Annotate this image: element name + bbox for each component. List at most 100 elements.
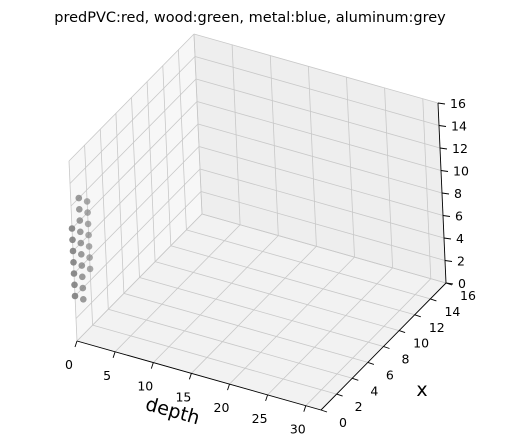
grid-line-z-back — [193, 33, 439, 104]
scatter-point-aluminum — [76, 206, 83, 213]
scatter-point-aluminum — [79, 273, 86, 281]
grid-line-z-left — [76, 213, 203, 342]
grid-line-z-back — [195, 78, 441, 149]
depth-tick-label: 5 — [103, 368, 111, 383]
scatter-point-aluminum — [75, 194, 83, 202]
scatter-point-aluminum — [69, 236, 76, 244]
z-tick — [437, 102, 446, 105]
scatter-point-aluminum — [80, 296, 87, 303]
x-tick — [352, 377, 359, 381]
x-tick-label: 8 — [402, 352, 410, 367]
x-tick-label: 4 — [370, 383, 378, 398]
scatter-point-aluminum — [76, 217, 84, 224]
x-tick-label: 14 — [444, 304, 460, 319]
scatter-point-aluminum — [85, 243, 93, 250]
grid-line-z-left — [68, 33, 195, 162]
depth-tick-label: 15 — [175, 389, 191, 404]
gridlines — [68, 33, 447, 411]
scatter-point-aluminum — [84, 209, 91, 216]
axis-panes — [69, 34, 446, 410]
z-tick — [438, 125, 447, 127]
depth-tick-label: 20 — [214, 400, 230, 415]
z-tick — [442, 215, 451, 217]
depth-tick-label: 10 — [137, 379, 153, 394]
grid-line-x-floor — [139, 277, 384, 347]
depth-tick — [303, 405, 307, 412]
scatter-point-aluminum — [70, 270, 78, 277]
grid-line-z-left — [71, 101, 198, 229]
grid-line-z-left — [69, 56, 196, 184]
z-tick-label: 2 — [457, 254, 465, 269]
scatter-point-aluminum — [86, 254, 93, 261]
x-tick-label: 12 — [429, 320, 445, 335]
x-tick — [320, 409, 328, 413]
x-tick-label: 10 — [413, 336, 429, 351]
x-tick-label: 16 — [460, 288, 476, 303]
grid-line-z-back — [201, 213, 447, 284]
x-tick-label: 0 — [339, 415, 347, 430]
x-axis-label: depth — [143, 393, 202, 429]
scatter-point-aluminum — [85, 231, 92, 239]
depth-tick — [112, 351, 116, 358]
grid-line-x-floor — [92, 324, 337, 395]
grid-line-z-left — [75, 191, 202, 319]
chart-title: predPVC:red, wood:green, metal:blue, alu… — [54, 10, 446, 26]
depth-axis-line — [76, 340, 322, 411]
grid-line-x-floor — [108, 308, 353, 379]
z-tick — [443, 237, 452, 240]
scatter-point-aluminum — [83, 198, 91, 205]
depth-tick-label: 30 — [290, 422, 306, 437]
x-tick — [367, 361, 375, 365]
depth-tick — [265, 394, 269, 402]
z-tick — [439, 147, 448, 150]
tick-marks — [74, 102, 454, 413]
scatter-point-aluminum — [86, 265, 94, 273]
z-tick — [440, 170, 449, 172]
z-tick — [444, 260, 453, 262]
scatter-point-aluminum — [71, 281, 78, 289]
depth-tick-label: 25 — [252, 411, 268, 426]
grid-line-x-floor — [170, 245, 415, 316]
x-tick — [414, 314, 421, 318]
grid-line-z-left — [72, 123, 199, 252]
grid-line-z-back — [198, 146, 444, 216]
x-tick — [430, 298, 437, 302]
z-tick-label: 14 — [451, 119, 467, 134]
z-tick-label: 0 — [458, 276, 466, 291]
z-tick-label: 12 — [452, 141, 468, 156]
grid-line-x-floor — [154, 261, 400, 331]
depth-tick — [188, 373, 192, 380]
scatter-point-aluminum — [68, 225, 76, 232]
scatter-point-aluminum — [70, 259, 77, 266]
z-tick-label: 6 — [455, 209, 463, 224]
x-tick — [398, 330, 406, 334]
grid-line-z-back — [200, 191, 446, 261]
scatter-point-aluminum — [71, 292, 79, 300]
x-tick — [383, 346, 390, 349]
y-axis-label: x — [416, 379, 427, 401]
z-tick-label: 8 — [454, 186, 462, 201]
scatter-point-aluminum — [69, 247, 77, 255]
z-tick-label: 4 — [456, 231, 464, 246]
scatter-point-aluminum — [79, 284, 87, 292]
grid-line-z-left — [70, 78, 197, 207]
scatter-point-aluminum — [77, 239, 85, 247]
z-tick — [445, 282, 454, 285]
grid-line-z-back — [199, 168, 445, 239]
depth-tick — [227, 383, 230, 391]
grid-line-z-back — [197, 123, 443, 194]
x-tick-label: 2 — [355, 399, 363, 414]
depth-tick — [150, 362, 154, 369]
grid-line-z-back — [194, 56, 440, 126]
x-tick — [336, 393, 343, 397]
scatter-point-aluminum — [77, 228, 84, 236]
scatter-point-aluminum — [84, 220, 92, 228]
z-tick-label: 16 — [450, 96, 466, 111]
z-tick — [441, 192, 450, 195]
scatter-point-aluminum — [78, 262, 86, 269]
scatter-points — [68, 194, 94, 303]
grid-line-z-left — [74, 168, 201, 297]
depth-tick-label: 0 — [65, 357, 73, 372]
depth-tick — [74, 340, 78, 348]
